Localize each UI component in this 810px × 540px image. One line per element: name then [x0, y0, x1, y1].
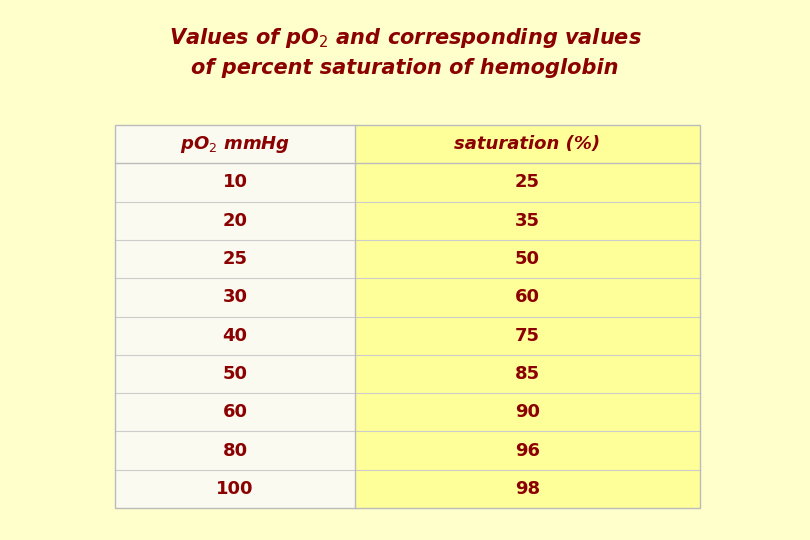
Text: 20: 20 — [223, 212, 248, 230]
Text: 30: 30 — [223, 288, 248, 306]
Text: 80: 80 — [223, 442, 248, 460]
Text: 50: 50 — [515, 250, 540, 268]
Text: 40: 40 — [223, 327, 248, 345]
Text: 25: 25 — [223, 250, 248, 268]
Text: 98: 98 — [515, 480, 540, 498]
Text: 50: 50 — [223, 365, 248, 383]
Text: saturation (%): saturation (%) — [454, 135, 600, 153]
Text: 60: 60 — [515, 288, 540, 306]
Text: 75: 75 — [515, 327, 540, 345]
Text: 100: 100 — [216, 480, 254, 498]
Text: 35: 35 — [515, 212, 540, 230]
Text: 96: 96 — [515, 442, 540, 460]
Text: of percent saturation of hemoglobin: of percent saturation of hemoglobin — [191, 58, 619, 78]
Text: pO$_2$ mmHg: pO$_2$ mmHg — [180, 133, 290, 154]
Text: Values of pO$_2$ and corresponding values: Values of pO$_2$ and corresponding value… — [168, 26, 642, 50]
Text: 10: 10 — [223, 173, 248, 192]
Text: 90: 90 — [515, 403, 540, 421]
Text: 25: 25 — [515, 173, 540, 192]
Text: 60: 60 — [223, 403, 248, 421]
Text: 85: 85 — [515, 365, 540, 383]
FancyBboxPatch shape — [355, 125, 700, 508]
FancyBboxPatch shape — [115, 125, 355, 508]
